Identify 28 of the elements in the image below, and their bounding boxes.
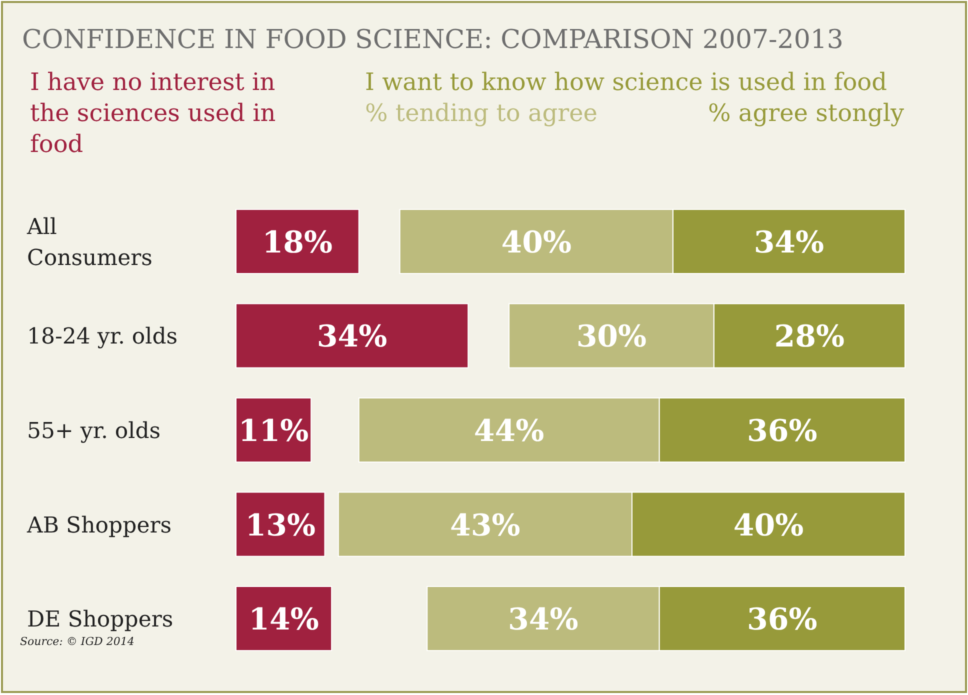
data-label: 43% (450, 508, 520, 544)
chart-title: CONFIDENCE IN FOOD SCIENCE: COMPARISON 2007-2013 (22, 25, 844, 55)
y-tick-label: AB Shoppers (26, 513, 172, 538)
text: % tending to agree (365, 99, 598, 127)
data-label: 14% (248, 602, 319, 638)
y-tick-label: DE Shoppers (27, 608, 174, 633)
data-label: 40% (733, 508, 804, 544)
data-label: 11% (238, 414, 309, 449)
data-label: 34% (316, 320, 388, 355)
data-label: 44% (474, 414, 544, 449)
bar (236, 303, 469, 368)
bar (236, 208, 360, 274)
data-label: 36% (746, 602, 818, 638)
source-note: Source: © IGD 2014 (20, 635, 134, 648)
data-label: 28% (774, 320, 845, 355)
y-tick-label: 18-24 yr. olds (27, 324, 178, 350)
legend-title: I want to know how science is used in food (365, 68, 887, 96)
text: % agree stongly (708, 99, 905, 127)
data-label: 30% (576, 320, 647, 355)
data-label: 40% (501, 225, 572, 260)
y-tick-label: All Consumers (26, 214, 152, 271)
data-label: 34% (754, 225, 824, 260)
text: I have no interest in the sciences used in food (30, 68, 276, 158)
data-label: 13% (245, 508, 316, 544)
data-label: 18% (262, 225, 333, 260)
data-label: 34% (508, 602, 578, 638)
y-tick-label: 55+ yr. olds (27, 419, 161, 444)
data-label: 36% (746, 414, 818, 449)
